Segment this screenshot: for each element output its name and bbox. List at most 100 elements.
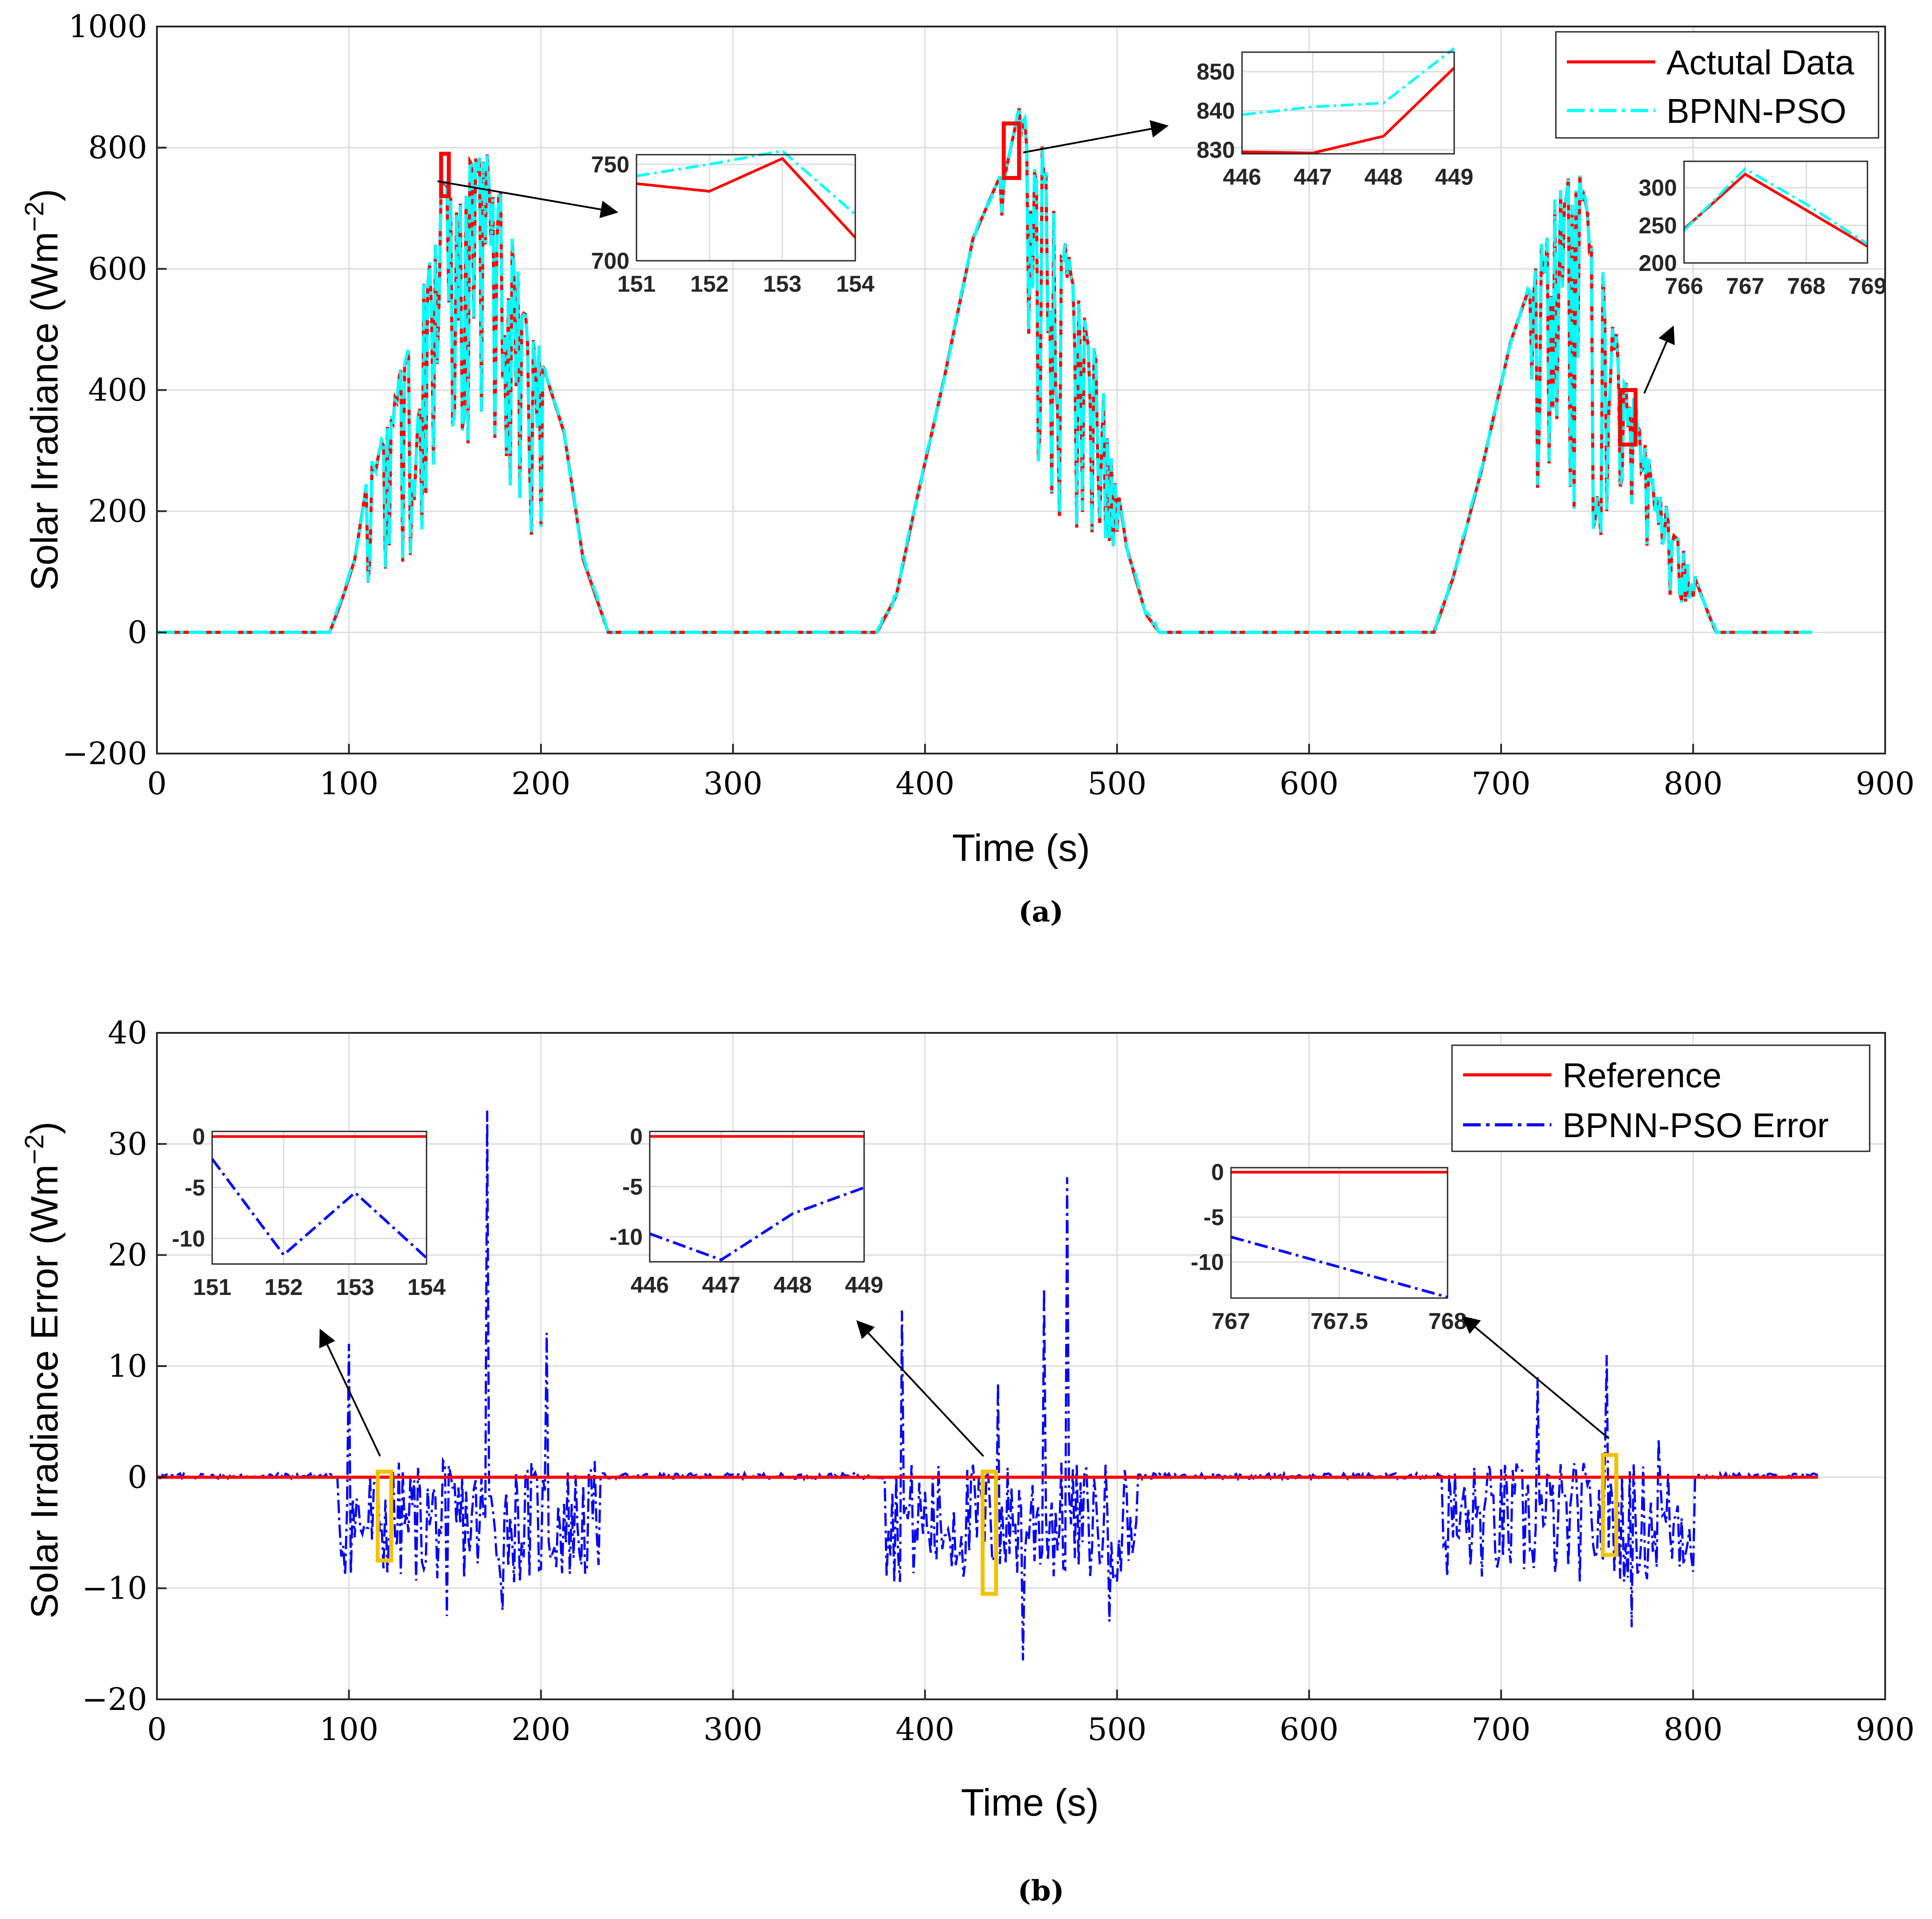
- panel-a-x-label: Time (s): [952, 827, 1090, 869]
- panel-a-insets: 151 152 153 154 700 750 446 447 448 449 830 840 850 7…: [591, 47, 1887, 299]
- panel-b-inset-3-x-tick-label: 767.5: [1311, 1309, 1368, 1334]
- panel-b-inset-2-y-tick-label: -5: [622, 1174, 643, 1200]
- panel-b-inset-1: 151 152 153 154 -10 -5 0: [172, 1124, 446, 1300]
- panel-a-y-tick-label-0: 0: [127, 614, 147, 651]
- panel-b-inset-1-y-tick-label: 0: [192, 1124, 205, 1150]
- legend-actual-label: Actutal Data: [1666, 43, 1855, 82]
- panel-b-inset-1-y-tick-label: -10: [172, 1226, 205, 1252]
- panel-b-inset-2-background: [650, 1131, 864, 1262]
- panel-a-inset-2-predicted-line: [1242, 47, 1455, 116]
- panel-b-inset-2-x-tick-label: 449: [845, 1272, 884, 1298]
- panel-a-highlight-box-2: [1002, 121, 1021, 180]
- panel-a-inset-1-x-tick-label: 153: [763, 271, 802, 297]
- panel-a-inset-2-x-tick-label: 447: [1294, 164, 1332, 190]
- callout-arrow-5: [856, 1320, 984, 1457]
- panel-a-inset-2-actual-line: [1242, 67, 1456, 155]
- panel-a-inset-3-y-tick-label: 200: [1639, 251, 1677, 276]
- panel-a-y-tick-label-200: 200: [88, 493, 147, 529]
- panel-a-inset-3-x-tick-label: 766: [1665, 274, 1703, 299]
- panel-b-inset-1-x-tick-label: 151: [193, 1275, 232, 1300]
- panel-b-y-tick-label-20: 20: [108, 1237, 147, 1273]
- panel-b-highlight-box-3: [1600, 1453, 1619, 1557]
- panel-a-highlight-boxes: [439, 121, 1638, 447]
- panel-a-inset-2-x-tick-label: 446: [1223, 164, 1261, 190]
- panel-b-inset-1-y-tick-label: -5: [185, 1175, 205, 1201]
- panel-a-inset-2-y-tick-label: 850: [1197, 59, 1235, 85]
- panel-a-inset-1-background: [636, 155, 855, 261]
- panel-a-inset-2-x-tick-label: 448: [1364, 164, 1403, 190]
- panel-a-x-tick-label-600: 600: [1280, 765, 1339, 802]
- panel-a: 0 100 200 300 400 500 600 700 800 900 −2000200400…: [19, 8, 1915, 929]
- callout-arrow-4: [319, 1329, 381, 1457]
- panel-a-inset-2-y-tick-label: 830: [1197, 137, 1235, 163]
- panel-a-caption: (a): [1018, 895, 1063, 929]
- panel-a-inset-1-actual-line: [636, 157, 857, 239]
- panel-b-inset-2-border: [649, 1131, 865, 1263]
- panel-b-inset-1-error-line: [211, 1158, 428, 1259]
- panel-a-y-label: Solar Irradiance (Wm−2): [19, 189, 66, 591]
- panel-a-inset-2: 446 447 448 449 830 840 850: [1197, 47, 1473, 190]
- panel-a-inset-1-predicted-line: [636, 149, 856, 216]
- panel-a-y-tick-label-800: 800: [88, 129, 147, 166]
- panel-b-inset-3-border: [1230, 1167, 1448, 1299]
- panel-b-inset-2-x-tick-label: 447: [702, 1272, 740, 1298]
- panel-a-x-tick-label-200: 200: [511, 765, 571, 802]
- panel-a-inset-1: 151 152 153 154 700 750: [591, 149, 875, 297]
- panel-b-inset-1-x-tick-label: 154: [408, 1275, 446, 1300]
- panel-a-x-tick-label-0: 0: [147, 765, 167, 802]
- panel-b-inset-2-y-tick-label: -10: [610, 1224, 643, 1250]
- panel-b-x-ticks: 0 100 200 300 400 500 600 700 800 900: [147, 1690, 1915, 1748]
- panel-a-legend-box: [1555, 31, 1879, 139]
- panel-b-highlight-box-1: [376, 1470, 393, 1563]
- panel-a-inset-3: 766 767 768 769 200 250 300: [1639, 160, 1887, 299]
- legend-bpnn-pso-error-label: BPNN-PSO Error: [1562, 1106, 1829, 1145]
- panel-b-inset-1-x-tick-label: 152: [264, 1275, 303, 1300]
- panel-b-inset-1-x-tick-label: 153: [336, 1275, 374, 1300]
- panel-a-x-tick-label-400: 400: [896, 765, 955, 802]
- panel-b-x-tick-label-100: 100: [320, 1711, 379, 1748]
- panel-a-inset-3-border: [1683, 160, 1868, 264]
- panel-b-y-label: Solar Irradiance Error (Wm−2): [19, 1122, 66, 1619]
- panel-b-x-tick-label-200: 200: [511, 1711, 571, 1748]
- panel-a-x-tick-label-500: 500: [1087, 765, 1147, 802]
- panel-b-inset-3: 767 767.5 768 -10 -5 0: [1191, 1160, 1467, 1334]
- panel-a-highlight-box-3: [1618, 388, 1638, 447]
- panel-a-x-tick-label-800: 800: [1664, 765, 1723, 802]
- panel-b-inset-3-y-tick-label: -5: [1204, 1205, 1224, 1230]
- panel-a-y-tick-label--200: −200: [62, 735, 147, 772]
- panel-b-x-tick-label-400: 400: [896, 1711, 955, 1748]
- callout-arrow-1: [437, 180, 618, 218]
- panel-a-inset-2-background: [1242, 52, 1454, 154]
- panel-b-y-ticks: −20 −10 0 10 20 30 40: [82, 1015, 167, 1717]
- panel-b-inset-3-error-line: [1231, 1235, 1448, 1298]
- panel-b-caption: (b): [1017, 1874, 1064, 1908]
- panel-b-highlight-boxes: [376, 1453, 1619, 1596]
- panel-b-inset-1-background: [212, 1131, 427, 1264]
- legend-reference-label: Reference: [1562, 1056, 1722, 1095]
- panel-a-inset-2-border: [1241, 51, 1455, 155]
- panel-a-x-tick-label-100: 100: [320, 765, 379, 802]
- panel-a-inset-1-x-tick-label: 154: [836, 271, 875, 297]
- callout-arrow-3: [1643, 325, 1675, 394]
- panel-a-inset-3-x-tick-label: 768: [1787, 274, 1825, 299]
- panel-a-y-tick-label-600: 600: [88, 251, 147, 287]
- panel-b-x-tick-label-0: 0: [147, 1711, 167, 1748]
- callout-arrow-2: [1023, 120, 1169, 153]
- callout-arrows: [319, 120, 1675, 1457]
- panel-b-legend-box: [1451, 1044, 1871, 1152]
- panel-b-inset-3-x-tick-label: 768: [1429, 1309, 1467, 1334]
- panel-a-inset-3-predicted-line: [1683, 167, 1868, 245]
- panel-a-x-ticks: 0 100 200 300 400 500 600 700 800 900: [147, 744, 1915, 802]
- panel-b-x-tick-label-900: 900: [1856, 1711, 1915, 1748]
- panel-a-inset-3-y-tick-label: 300: [1639, 175, 1677, 201]
- panel-a-x-tick-label-900: 900: [1856, 765, 1915, 802]
- panel-b: 0 100 200 300 400 500 600 700 800 900 −20−1001020…: [19, 1015, 1915, 1908]
- panel-b-y-tick-label-0: 0: [127, 1459, 147, 1495]
- panel-b-inset-2-error-line: [649, 1186, 865, 1261]
- panel-b-y-tick-label--10: −10: [82, 1570, 147, 1607]
- panel-b-inset-3-x-tick-label: 767: [1212, 1309, 1250, 1334]
- panel-a-inset-1-y-tick-label: 700: [591, 248, 629, 274]
- panel-b-inset-2-y-tick-label: 0: [630, 1124, 643, 1150]
- panel-a-inset-3-x-tick-label: 769: [1848, 274, 1887, 299]
